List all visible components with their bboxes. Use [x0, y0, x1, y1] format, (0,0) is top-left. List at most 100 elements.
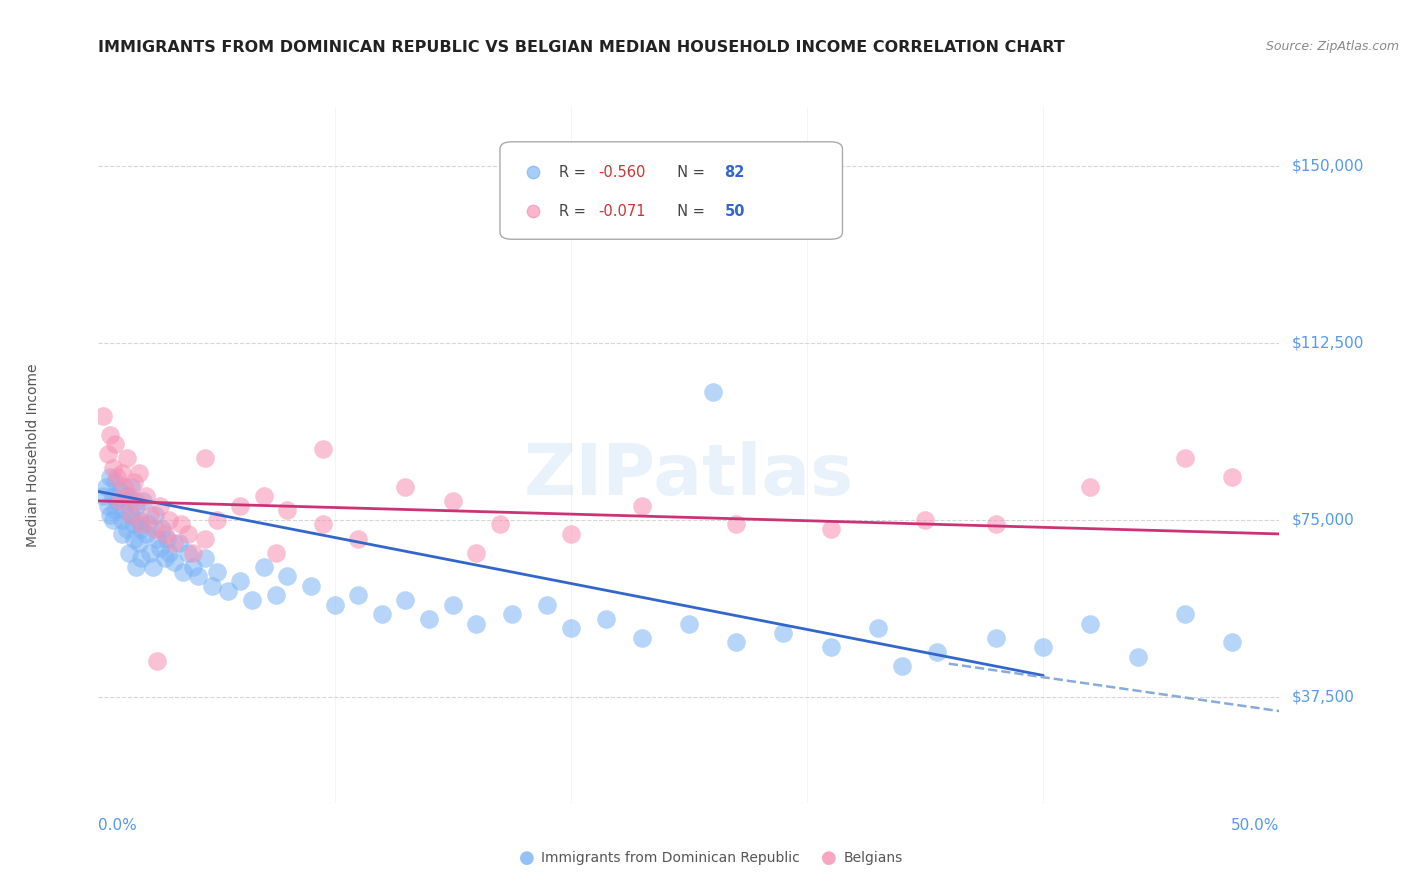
Point [465, 616, 488, 631]
Point [135, 489, 157, 503]
Text: ●: ● [821, 849, 837, 867]
Point [394, 480, 416, 494]
Point [925, 645, 948, 659]
Point [630, 499, 652, 513]
Text: ●: ● [519, 849, 534, 867]
Point [1032, 640, 1054, 654]
Point [1126, 649, 1149, 664]
Point [98, 470, 121, 484]
Point [536, 598, 558, 612]
Point [217, 583, 239, 598]
Point [121, 480, 143, 494]
Text: -0.071: -0.071 [598, 204, 645, 219]
Text: R =: R = [560, 204, 595, 219]
Point [1174, 451, 1197, 466]
Text: $112,500: $112,500 [1291, 335, 1364, 351]
Point [91, 489, 114, 503]
Point [143, 522, 166, 536]
Text: 50: 50 [724, 204, 745, 219]
Point [112, 503, 135, 517]
Point [121, 508, 143, 522]
Point [163, 536, 186, 550]
Point [115, 451, 138, 466]
Point [240, 593, 263, 607]
Point [104, 475, 127, 489]
Point [465, 546, 488, 560]
Point [118, 546, 141, 560]
Point [98, 428, 121, 442]
Point [194, 532, 217, 546]
Point [105, 494, 128, 508]
Point [111, 466, 134, 480]
Point [820, 522, 842, 536]
Point [264, 546, 287, 560]
Point [441, 598, 464, 612]
Point [125, 560, 148, 574]
Point [194, 451, 217, 466]
Point [725, 635, 748, 649]
Point [129, 522, 152, 536]
Point [129, 550, 152, 565]
Point [149, 499, 172, 513]
Point [229, 499, 252, 513]
Point [312, 517, 335, 532]
Point [111, 513, 134, 527]
Point [97, 447, 120, 461]
Point [205, 565, 228, 579]
Point [108, 484, 131, 499]
Point [1080, 480, 1102, 494]
Point [772, 626, 794, 640]
Text: -0.560: -0.560 [598, 165, 645, 179]
Point [98, 508, 121, 522]
Point [122, 475, 145, 489]
Point [181, 546, 204, 560]
Text: $150,000: $150,000 [1291, 159, 1364, 174]
Text: N =: N = [668, 165, 709, 179]
Text: N =: N = [668, 204, 709, 219]
Point [142, 560, 165, 574]
Text: Median Household Income: Median Household Income [27, 363, 41, 547]
Point [276, 503, 298, 517]
Text: Belgians: Belgians [844, 851, 903, 865]
Point [264, 588, 287, 602]
Point [122, 532, 145, 546]
Text: Immigrants from Dominican Republic: Immigrants from Dominican Republic [541, 851, 800, 865]
Point [163, 555, 186, 569]
Point [890, 659, 912, 673]
Point [489, 517, 512, 532]
Point [101, 489, 124, 503]
Point [253, 489, 276, 503]
Point [146, 532, 169, 546]
Point [104, 503, 127, 517]
Point [136, 517, 159, 532]
Point [702, 385, 724, 400]
Point [177, 546, 200, 560]
Point [725, 517, 748, 532]
Point [914, 513, 936, 527]
Point [441, 494, 464, 508]
Point [139, 508, 162, 522]
Point [167, 536, 190, 550]
Point [94, 480, 117, 494]
Point [135, 527, 157, 541]
Point [157, 546, 180, 560]
Point [276, 569, 298, 583]
Point [91, 409, 114, 423]
Point [112, 480, 135, 494]
Point [1174, 607, 1197, 621]
Point [97, 499, 120, 513]
Text: 50.0%: 50.0% [1232, 818, 1279, 832]
Point [128, 466, 150, 480]
Point [125, 494, 148, 508]
Point [1220, 635, 1243, 649]
Point [153, 527, 176, 541]
Point [1080, 616, 1102, 631]
Point [128, 513, 150, 527]
Point [170, 517, 193, 532]
Point [323, 598, 346, 612]
Point [181, 560, 204, 574]
Point [125, 499, 148, 513]
Point [157, 513, 180, 527]
Point [118, 494, 141, 508]
Point [1220, 470, 1243, 484]
